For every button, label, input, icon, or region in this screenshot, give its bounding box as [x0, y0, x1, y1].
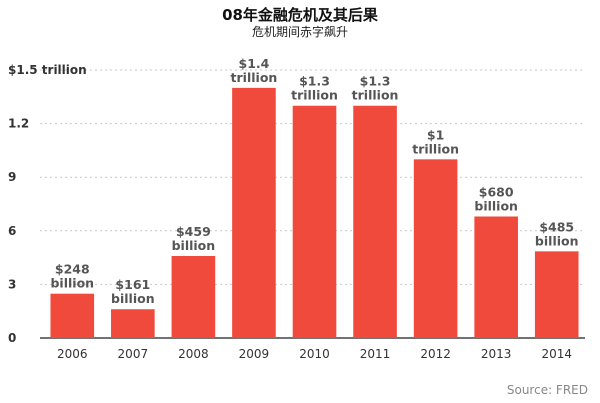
x-tick-label: 2008 [178, 347, 209, 361]
data-label-unit: billion [50, 276, 94, 291]
bar [534, 251, 579, 338]
data-label-unit: trillion [412, 141, 459, 156]
data-label-unit: billion [535, 233, 579, 248]
y-tick-label: 6 [8, 224, 16, 238]
x-tick-label: 2007 [118, 347, 149, 361]
data-label-unit: billion [172, 238, 216, 253]
x-tick-label: 2014 [541, 347, 572, 361]
bar [353, 105, 397, 338]
x-tick-label: 2011 [360, 347, 391, 361]
x-tick-label: 2012 [420, 347, 451, 361]
data-label-unit: billion [474, 199, 518, 214]
bar [474, 216, 518, 338]
bar [171, 255, 216, 338]
data-label-value: $1 [427, 127, 444, 142]
bar [50, 293, 95, 338]
data-label-value: $680 [479, 185, 514, 200]
y-tick-label: 0 [8, 331, 16, 345]
data-label-unit: trillion [231, 70, 278, 85]
data-label-value: $485 [539, 219, 574, 234]
data-label-value: $248 [55, 262, 90, 277]
data-label-value: $1.3 [360, 74, 391, 89]
x-tick-label: 2010 [299, 347, 330, 361]
bar [232, 87, 276, 338]
data-label-value: $161 [115, 277, 150, 292]
y-tick-label: 9 [8, 170, 16, 184]
bar [292, 105, 337, 338]
x-tick-label: 2009 [239, 347, 270, 361]
x-tick-label: 2013 [481, 347, 512, 361]
data-label-unit: trillion [291, 88, 338, 103]
source-note: Source: FRED [506, 383, 588, 397]
chart-title: 08年金融危机及其后果 [222, 6, 378, 24]
data-label-unit: billion [111, 291, 155, 306]
y-tick-label: 3 [8, 277, 16, 291]
data-label-value: $1.3 [299, 74, 330, 89]
bar [111, 309, 155, 338]
data-label-unit: trillion [352, 88, 399, 103]
y-tick-label: 1.2 [8, 117, 29, 131]
data-label-value: $1.4 [239, 56, 270, 71]
x-tick-label: 2006 [57, 347, 88, 361]
data-label-value: $459 [176, 224, 211, 239]
bar [413, 159, 458, 338]
chart-subtitle: 危机期间赤字飙升 [251, 25, 348, 39]
y-tick-label: $1.5 trillion [8, 63, 87, 77]
